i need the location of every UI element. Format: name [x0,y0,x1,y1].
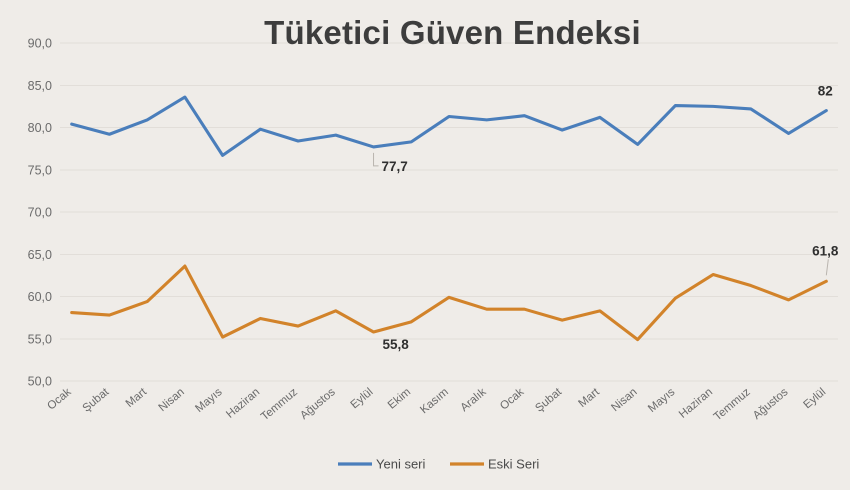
x-axis-tick-label: Eylül [801,386,828,411]
x-axis-tick-label: Aralık [458,386,488,414]
y-axis-tick-label: 85,0 [28,79,52,93]
y-axis-tick-label: 65,0 [28,248,52,262]
legend-item-label: Eski Seri [488,457,539,472]
y-axis-tick-label: 70,0 [28,206,52,220]
series-lines-group [70,95,828,342]
gridlines-group [60,42,838,382]
x-axis-tick-label: Haziran [224,386,262,421]
x-axis-tick-label: Ocak [45,386,73,413]
x-axis-tick-label: Temmuz [712,386,753,423]
series-line-eski-seri [70,264,828,342]
x-axis-tick-label: Ağustos [751,386,791,422]
data-label-leader-line [373,152,379,167]
x-axis-tick-label: Temmuz [259,386,300,423]
x-axis-tick-label: Mayıs [646,386,677,415]
x-axis-tick-label: Şubat [81,386,112,415]
y-axis-tick-label: 60,0 [28,290,52,304]
data-label: 77,7 [382,159,408,174]
x-axis-tick-label: Kasım [418,386,451,416]
series-line-yeni-seri [70,95,828,157]
y-axis-tick-label: 75,0 [28,163,52,177]
x-axis-tick-label: Nisan [609,386,639,414]
y-axis-tick-label: 55,0 [28,332,52,346]
data-label: 61,8 [812,243,839,258]
x-axis-tick-label: Eylül [349,386,376,411]
data-label: 55,8 [383,337,410,352]
y-axis-tick-label: 50,0 [28,375,52,389]
x-axis-tick-label: Mayıs [193,386,224,415]
data-label-leader-line [825,259,829,276]
x-axis-tick-label: Nisan [157,386,187,414]
y-axis-tick-label: 90,0 [28,37,52,51]
y-axis-tick-label: 80,0 [28,121,52,135]
data-labels-group: 77,7 82 55,8 61,8 [373,84,839,352]
chart-legend: Yeni seri Eski Seri [338,457,539,472]
x-axis-tick-label: Şubat [533,386,564,415]
x-axis-tick-labels: Ocak Şubat Mart Nisan Mayıs HaziranTemmuzAğus… [45,386,828,424]
x-axis-tick-label: Ocak [498,386,526,413]
x-axis-tick-label: Mart [577,386,603,410]
x-axis-tick-label: Haziran [677,386,715,421]
legend-item-label: Yeni seri [376,457,425,472]
x-axis-tick-label: Ağustos [298,386,338,422]
data-label: 82 [818,84,833,99]
x-axis-tick-label: Mart [124,386,150,410]
x-axis-tick-label: Ekim [386,386,413,412]
y-axis-tick-labels: 90,0 85,0 80,0 75,0 70,0 65,0 60,0 55,0 50,0 [28,37,52,389]
